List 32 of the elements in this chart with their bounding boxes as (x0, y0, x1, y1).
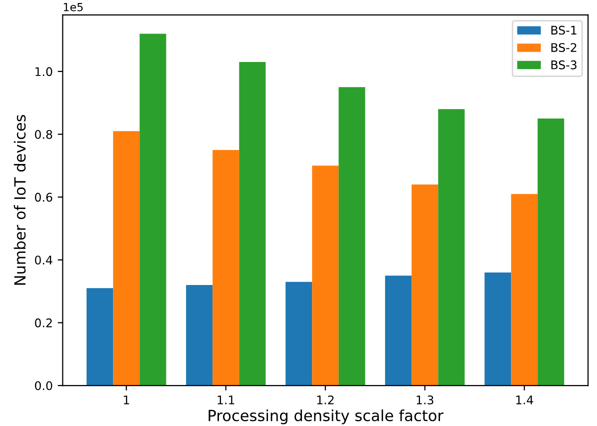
y-axis-title: Number of IoT devices (14, 114, 26, 285)
y-tick-label: 0.0 (34, 381, 52, 390)
y-tick-label: 0.4 (34, 256, 52, 265)
x-tick-label: 1.1 (218, 396, 234, 404)
legend-label: BS-3 (551, 60, 576, 70)
x-tick-label: 1 (124, 396, 130, 404)
bar (338, 87, 366, 386)
bar (538, 118, 564, 386)
bar (113, 131, 140, 386)
bar (438, 109, 465, 386)
bar (312, 166, 339, 386)
x-tick-label: 1.2 (317, 395, 334, 404)
y-tick-label: 0.6 (34, 192, 52, 202)
bar (484, 272, 512, 386)
bar (140, 34, 166, 386)
bar (511, 194, 538, 386)
bar (385, 276, 412, 386)
y-tick-label: 0.8 (34, 130, 52, 139)
x-tick-label: 1.4 (516, 396, 534, 404)
bar (186, 285, 213, 386)
bar (412, 184, 438, 386)
text: 1e5 (64, 3, 83, 12)
x-axis-title: Processing density scale factor (208, 409, 444, 424)
legend-label: BS-2 (551, 43, 576, 52)
bar (212, 150, 240, 386)
y-tick-label: 1.0 (35, 67, 52, 76)
bar (286, 282, 312, 386)
bar (239, 62, 266, 386)
y-tick-label: 0.2 (34, 318, 52, 328)
bar (86, 288, 114, 386)
x-tick-label: 1.3 (416, 395, 434, 404)
legend-label: BS-1 (551, 26, 576, 35)
